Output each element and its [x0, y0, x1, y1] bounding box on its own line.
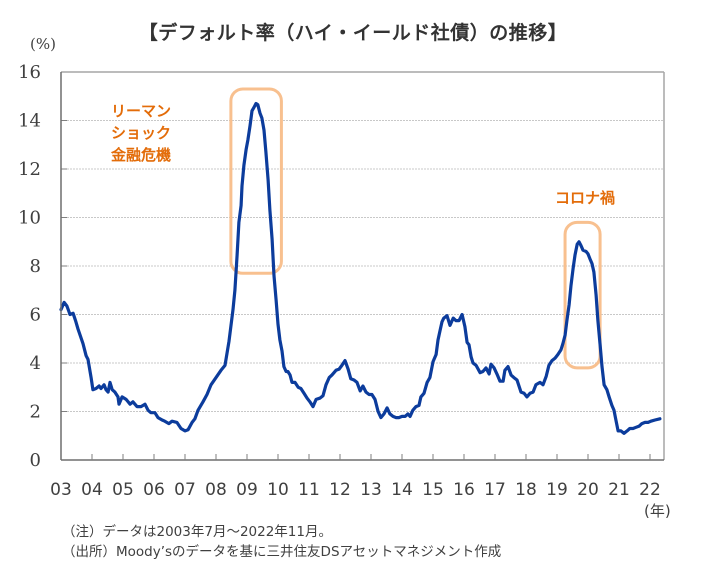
annotation-lehman-line-3: 金融危機: [110, 146, 171, 164]
y-tick-label-6: 6: [30, 305, 41, 326]
x-tick-label-17: 17: [484, 480, 506, 500]
note-data-period: （注）データは2003年7月～2022年11月。: [62, 524, 332, 540]
annotation-covid: コロナ禍: [540, 187, 630, 209]
annotation-lehman-line-2: ショック: [110, 124, 171, 142]
highlight-boxes: [229, 87, 602, 370]
x-tick-label-10: 10: [267, 480, 289, 500]
annotation-lehman-shock: リーマン ショック 金融危機: [96, 100, 186, 166]
highlight-box-0: [229, 87, 283, 275]
note-source: （出所）Moody’sのデータを基に三井住友DSアセットマネジメント作成: [62, 544, 502, 560]
x-tick-label-04: 04: [81, 480, 103, 500]
x-tick-label-07: 07: [174, 480, 196, 500]
x-axis-unit-label: (年): [644, 502, 671, 520]
y-axis-unit-label: (%): [30, 35, 56, 53]
y-tick-label-12: 12: [18, 159, 41, 180]
y-tick-label-16: 16: [18, 62, 41, 83]
highlight-box-1: [563, 220, 602, 370]
annotation-lehman-line-1: リーマン: [110, 102, 171, 120]
y-tick-labels: 0 2 4 6 8 10 12 14 16: [18, 62, 41, 471]
x-tick-labels: 03 04 05 06 07 08 09 10 11 12 13 14 15 16 17 18 19 20 21 22: [50, 480, 661, 500]
x-tick-label-20: 20: [577, 480, 599, 500]
chart-title: 【デフォルト率（ハイ・イールド社債）の推移】: [138, 22, 568, 44]
x-tick-label-15: 15: [422, 480, 444, 500]
x-tick-label-18: 18: [515, 480, 537, 500]
y-tick-label-0: 0: [30, 450, 41, 471]
x-tick-label-06: 06: [143, 480, 165, 500]
x-tick-label-14: 14: [391, 480, 413, 500]
y-tick-label-14: 14: [18, 111, 41, 132]
series-line-default-rate: [59, 101, 662, 435]
series-layer: [59, 101, 662, 435]
y-tick-label-4: 4: [30, 353, 41, 374]
axes: [60, 71, 665, 461]
x-tick-label-03: 03: [50, 480, 72, 500]
x-tick-label-19: 19: [546, 480, 568, 500]
x-tick-label-22: 22: [639, 480, 661, 500]
x-tick-label-16: 16: [453, 480, 475, 500]
x-tick-label-11: 11: [298, 480, 320, 500]
y-tick-label-8: 8: [30, 256, 41, 277]
x-tick-label-21: 21: [608, 480, 630, 500]
x-tick-label-09: 09: [236, 480, 258, 500]
x-tick-label-12: 12: [329, 480, 351, 500]
x-tick-label-05: 05: [112, 480, 134, 500]
x-tick-label-08: 08: [205, 480, 227, 500]
annotation-covid-line-1: コロナ禍: [554, 189, 615, 207]
x-tick-label-13: 13: [360, 480, 382, 500]
y-tick-label-2: 2: [30, 402, 41, 423]
y-tick-label-10: 10: [18, 208, 41, 229]
